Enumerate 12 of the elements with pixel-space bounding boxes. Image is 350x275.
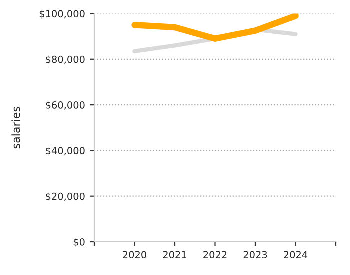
- x-tick-label: 2024: [284, 251, 308, 259]
- x-tick-label: 2023: [244, 251, 268, 259]
- x-tick-label: 2021: [163, 251, 186, 259]
- y-tick-label: $100,000: [40, 10, 85, 19]
- y-axis-title: salaries: [12, 107, 20, 149]
- y-tick-label: $60,000: [46, 101, 85, 110]
- y-tick-label: $20,000: [46, 192, 85, 202]
- y-tick-label: $80,000: [46, 56, 85, 65]
- x-tick-label: 2020: [123, 251, 146, 259]
- x-tick-label: 2022: [204, 251, 227, 259]
- y-tick-label: $40,000: [46, 147, 85, 156]
- y-tick-label: $0: [74, 238, 85, 248]
